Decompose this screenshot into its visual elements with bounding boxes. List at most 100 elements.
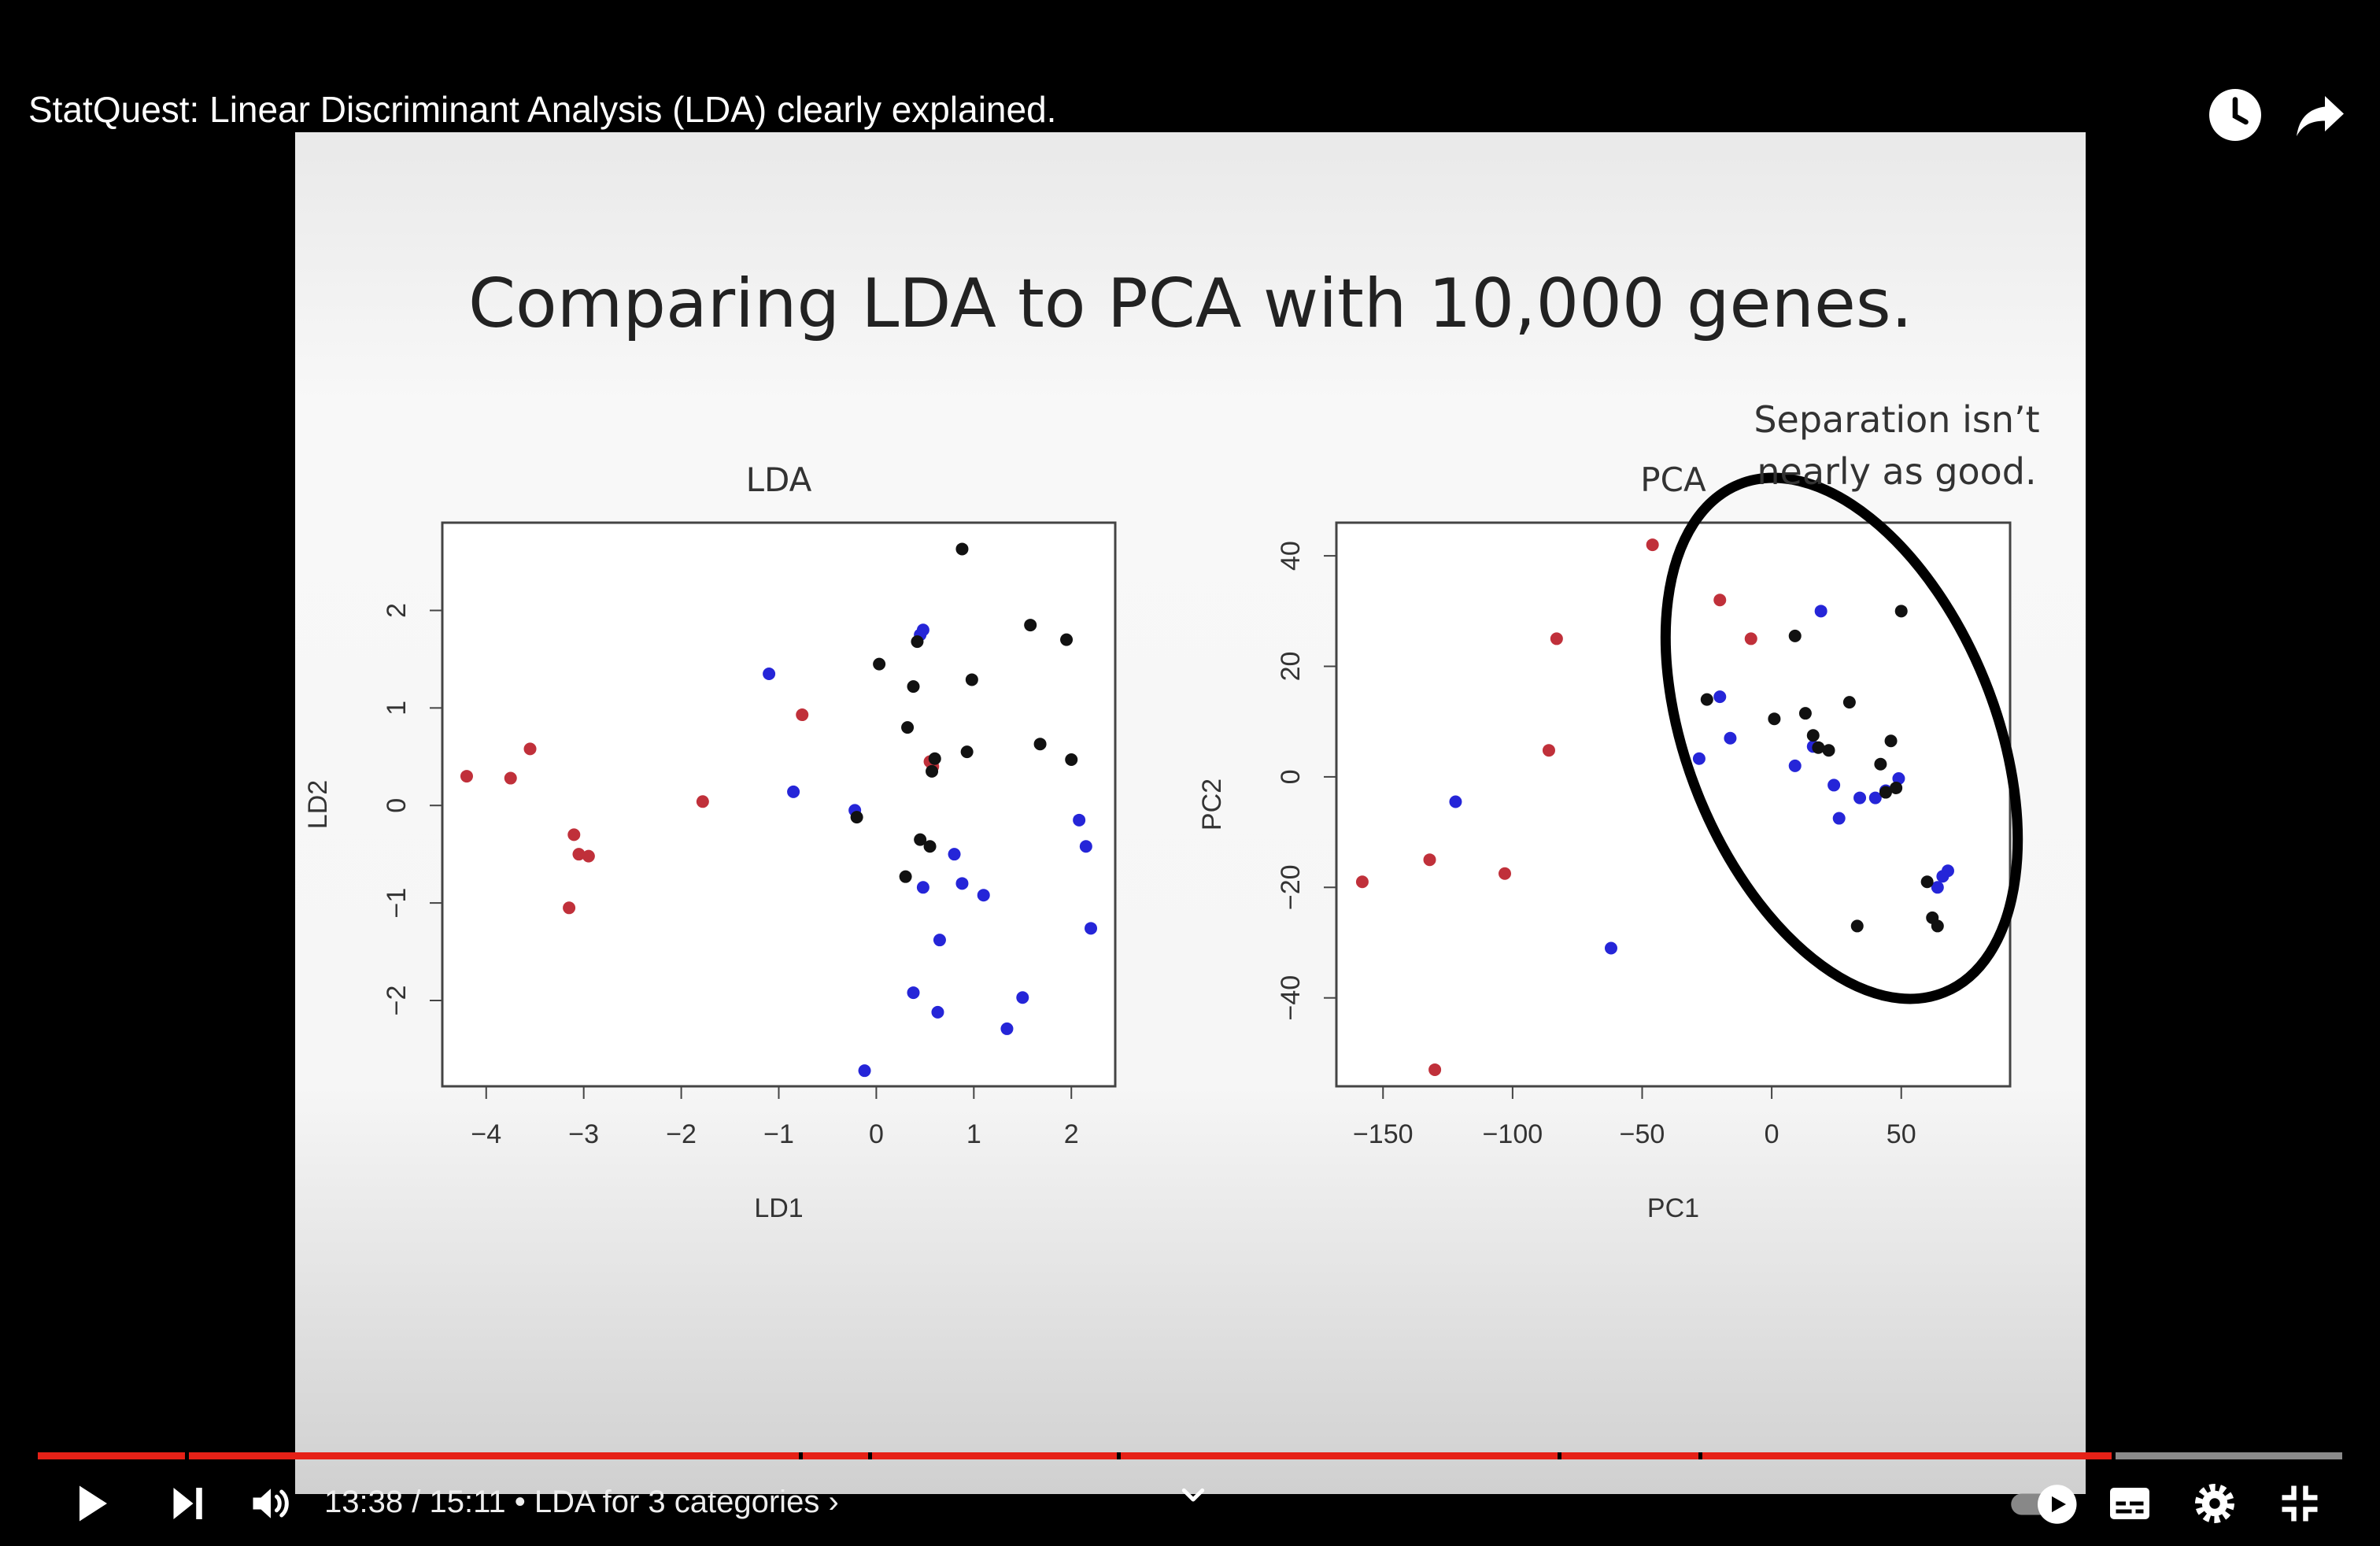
data-point-red	[796, 708, 809, 722]
share-icon[interactable]	[2292, 87, 2349, 143]
y-tick-label: 2	[382, 603, 412, 618]
captions-icon	[2110, 1488, 2149, 1519]
clock-icon[interactable]	[2207, 87, 2264, 143]
progress-played	[38, 1452, 2112, 1459]
play-icon	[79, 1485, 107, 1522]
chart-lda: LDA −4 −3 −2 −1 0 1 2 −2 −1 0 1 2 LD1 LD2	[303, 460, 1117, 1223]
data-point-red	[1423, 853, 1436, 867]
chart-title: LDA	[746, 460, 812, 499]
data-point-blue	[1449, 795, 1462, 808]
data-point-black	[873, 657, 886, 671]
data-point-red	[567, 828, 581, 841]
chapter-marker	[1558, 1452, 1561, 1459]
play-button[interactable]	[68, 1480, 115, 1527]
data-point-blue	[977, 889, 990, 902]
data-point-blue	[1692, 752, 1706, 765]
data-point-blue	[1079, 840, 1092, 853]
x-tick-label: 2	[1064, 1119, 1079, 1149]
autoplay-toggle-icon	[2011, 1485, 2077, 1524]
y-tick-label: 20	[1276, 652, 1306, 682]
chapter-marker	[2112, 1452, 2116, 1459]
x-tick-label: −4	[471, 1119, 501, 1149]
data-point-blue	[1788, 759, 1802, 772]
data-point-black	[914, 833, 927, 846]
data-point-black	[1806, 729, 1820, 742]
data-point-black	[1874, 757, 1887, 771]
data-point-red	[696, 795, 709, 808]
y-tick-label: −20	[1276, 864, 1306, 910]
plot-area	[441, 521, 1117, 1088]
data-point-blue	[1000, 1022, 1014, 1035]
data-point-black	[1842, 696, 1856, 709]
video-title[interactable]: StatQuest: Linear Discriminant Analysis …	[28, 89, 1057, 130]
data-point-black	[965, 673, 978, 686]
chapter-title-button[interactable]: LDA for 3 categories ›	[534, 1485, 839, 1519]
data-point-red	[1499, 867, 1511, 880]
data-point-blue	[787, 785, 800, 798]
data-point-black	[1700, 693, 1713, 706]
data-point-blue	[1941, 864, 1954, 878]
y-tick-label: −1	[382, 888, 412, 919]
annotation-line-1: Separation isn’t	[1754, 398, 2040, 441]
data-point-blue	[916, 881, 929, 894]
progress-bar[interactable]	[38, 1452, 2342, 1459]
y-tick-label: 0	[1276, 769, 1306, 784]
data-point-black	[1065, 753, 1078, 767]
data-point-red	[1542, 744, 1555, 757]
chapter-marker	[185, 1452, 189, 1459]
data-point-black	[1788, 629, 1802, 642]
chapter-marker	[868, 1452, 872, 1459]
data-point-blue	[1832, 812, 1846, 825]
data-point-red	[1744, 632, 1757, 645]
chart-pca: PCA −150 −100 −50 0 50 −40 −20 0 20 40 PC1 PC2	[1197, 460, 2012, 1223]
slide-plots: LDA −4 −3 −2 −1 0 1 2 −2 −1 0 1 2 LD1 LD2 PCA −150 −100 −5…	[303, 460, 2023, 1223]
chevron-down-icon[interactable]	[1177, 1480, 1209, 1511]
data-point-blue	[1085, 922, 1098, 935]
chapter-bullet: •	[514, 1485, 526, 1519]
volume-button[interactable]	[247, 1480, 294, 1527]
data-point-black	[911, 635, 924, 649]
video-frame[interactable]: Comparing LDA to PCA with 10,000 genes. …	[295, 132, 2086, 1494]
data-point-blue	[1828, 779, 1841, 792]
data-point-red	[563, 901, 576, 915]
data-point-black	[907, 680, 920, 693]
x-tick-label: 1	[966, 1119, 981, 1149]
settings-button[interactable]	[2191, 1480, 2238, 1527]
x-tick-label: 0	[1765, 1119, 1779, 1149]
data-point-black	[1024, 619, 1037, 632]
data-point-red	[1355, 875, 1369, 889]
data-point-black	[1033, 738, 1047, 751]
next-button[interactable]	[164, 1480, 211, 1527]
chapter-marker	[1698, 1452, 1702, 1459]
data-point-blue	[1713, 690, 1727, 704]
exit-fullscreen-button[interactable]	[2276, 1480, 2323, 1527]
data-point-black	[850, 811, 863, 824]
data-point-black	[1894, 605, 1908, 618]
data-point-blue	[1604, 941, 1617, 955]
data-point-black	[1812, 741, 1825, 754]
data-point-blue	[1073, 813, 1086, 827]
data-point-blue	[907, 986, 920, 1000]
y-tick-label: 0	[382, 798, 412, 813]
slide-annotation: Separation isn’t nearly as good.	[1692, 394, 2101, 497]
y-axis-label: PC2	[1197, 779, 1227, 830]
captions-button[interactable]	[2106, 1480, 2153, 1527]
data-point-black	[1822, 744, 1835, 757]
exit-fullscreen-icon	[2282, 1485, 2318, 1522]
data-point-blue	[858, 1064, 871, 1078]
y-tick-label: 1	[382, 701, 412, 716]
data-point-red	[1428, 1063, 1442, 1076]
data-point-blue	[916, 623, 929, 637]
slide-headline: Comparing LDA to PCA with 10,000 genes.	[468, 264, 1913, 343]
autoplay-toggle[interactable]	[2009, 1483, 2081, 1526]
data-point-blue	[763, 668, 776, 681]
next-icon	[173, 1488, 202, 1519]
data-point-red	[572, 848, 586, 861]
data-point-black	[899, 870, 912, 883]
duration: 15:11	[429, 1485, 506, 1519]
data-point-blue	[948, 848, 961, 861]
y-tick-label: −40	[1276, 975, 1306, 1021]
data-point-black	[1884, 734, 1898, 748]
data-point-black	[1879, 786, 1892, 799]
data-point-blue	[955, 877, 969, 890]
